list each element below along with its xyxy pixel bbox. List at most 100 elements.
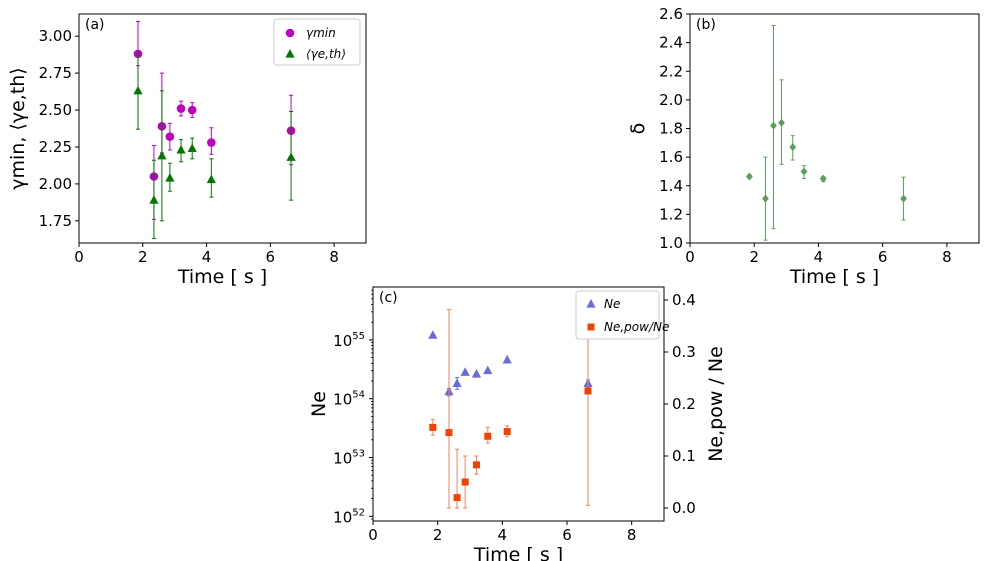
y-axis-label: Ne,pow / Ne [705, 346, 727, 462]
series-triangle [133, 53, 296, 240]
data-point [746, 172, 753, 181]
y-tick-label: 1052 [333, 507, 365, 526]
x-tick-label: 4 [202, 248, 212, 266]
y2-tick-label: 0.3 [672, 343, 696, 361]
legend-label: γmin [306, 26, 336, 40]
data-point [452, 378, 462, 388]
y-tick-label: 2.00 [39, 175, 72, 193]
x-tick-label: 8 [329, 248, 339, 266]
series-square [429, 296, 592, 509]
x-tick-label: 4 [814, 248, 824, 266]
plot-frame [78, 13, 367, 244]
data-point [584, 387, 592, 395]
x-tick-label: 6 [266, 248, 276, 266]
y2-tick-label: 0.1 [672, 447, 696, 465]
data-point [472, 461, 480, 469]
y-tick-label: 2.75 [39, 64, 72, 82]
data-point [778, 118, 785, 127]
data-point [286, 152, 296, 161]
legend: Ne Ne,pow/Ne [575, 290, 669, 340]
chart-panel-b: 0 2 4 6 8 Time [ s ] (b) 1.0 1.2 1.4 1.6 1.8 2.0 2.2 2… [627, 5, 980, 288]
y-tick-label: 1.8 [659, 120, 683, 138]
data-point [484, 432, 492, 440]
y-tick-label: 2.2 [659, 62, 683, 80]
series-circle [133, 20, 296, 220]
y-tick-label: 1.6 [659, 148, 683, 166]
y2-tick-label: 0.4 [672, 291, 696, 309]
x-tick-label: 6 [878, 248, 888, 266]
data-point [428, 330, 438, 339]
legend-marker [285, 28, 295, 38]
data-point [789, 143, 797, 152]
x-axis-label: Time [ s ] [177, 266, 267, 288]
data-point [503, 428, 511, 436]
legend-marker [586, 299, 596, 308]
y2-tick-label: 0.2 [672, 395, 696, 413]
y-tick-label: 1054 [333, 390, 365, 409]
data-point [770, 121, 777, 130]
data-point [187, 143, 197, 153]
y-tick-label: 1.75 [39, 212, 72, 230]
data-point [800, 167, 808, 176]
legend: γmin ⟨γe,th⟩ [273, 18, 361, 66]
legend-box [575, 290, 660, 340]
legend-marker [587, 323, 595, 331]
y-tick-label: 1055 [333, 331, 365, 350]
y-tick-label: 3.00 [39, 27, 72, 45]
data-point [461, 478, 469, 486]
panel-label: (b) [696, 17, 716, 33]
chart-panel-c: 0 2 4 6 8 Time [ s ] (c) 1052 1053 1054 1055 0.0 0.1… [308, 286, 727, 561]
y-axis-label: δ [627, 123, 649, 135]
x-tick-label: 2 [138, 248, 148, 266]
data-point [133, 85, 143, 95]
y-tick-label: 2.50 [39, 101, 72, 119]
x-tick-label: 4 [498, 526, 508, 544]
y2-tick-label: 0.0 [672, 499, 696, 517]
series-diamond [746, 24, 907, 241]
data-point [502, 354, 512, 364]
x-tick-label: 6 [562, 526, 572, 544]
panel-label: (c) [379, 290, 398, 306]
y-axis-label: γmin, ⟨γe,th⟩ [7, 67, 29, 189]
x-tick-label: 2 [749, 248, 759, 266]
data-point [762, 194, 769, 203]
data-point [453, 494, 461, 502]
x-axis-label: Time [ s ] [473, 544, 563, 561]
chart-panel-a: 0 2 4 6 8 Time [ s ] (a) 1.75 2.00 2.25 2.50 2.75 3.… [7, 13, 367, 288]
legend-box [273, 18, 361, 66]
x-tick-label: 0 [368, 526, 378, 544]
y-tick-label: 2.4 [659, 34, 683, 52]
data-point [429, 423, 437, 431]
plot-frame [689, 13, 980, 244]
legend-label: ⟨γe,th⟩ [306, 47, 346, 61]
data-point [176, 104, 186, 113]
data-point [165, 172, 175, 182]
data-point [471, 369, 482, 378]
panel-label: (a) [85, 17, 105, 33]
data-point [149, 195, 159, 204]
data-point [176, 144, 186, 154]
data-point [900, 194, 907, 203]
data-point [207, 138, 216, 147]
data-point [819, 174, 827, 183]
y-tick-label: 2.6 [659, 5, 683, 23]
y-tick-label: 1.4 [659, 177, 683, 195]
legend-label: Ne [604, 297, 620, 311]
data-point [187, 105, 197, 115]
data-point [165, 132, 175, 141]
y-tick-label: 1053 [333, 449, 365, 468]
x-tick-label: 8 [942, 248, 952, 266]
data-point [460, 367, 470, 376]
y-axis-label: Ne [308, 391, 330, 417]
y-tick-label: 2.0 [659, 91, 683, 109]
x-axis-label: Time [ s ] [789, 266, 879, 288]
x-tick-label: 0 [74, 248, 84, 266]
y-tick-label: 1.2 [659, 205, 683, 223]
y-tick-label: 2.25 [39, 138, 72, 156]
x-tick-label: 0 [685, 248, 695, 266]
legend-label: Ne,pow/Ne [604, 320, 669, 334]
x-tick-label: 2 [433, 526, 443, 544]
legend-marker [285, 49, 295, 58]
data-point [445, 429, 453, 437]
